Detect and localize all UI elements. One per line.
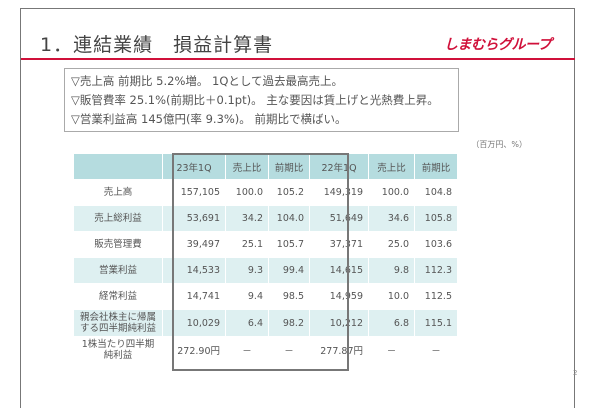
table-row: 売上高 157,105 100.0 105.2 149,319 100.0 104.8: [73, 179, 458, 206]
cell-value: 98.2: [268, 309, 310, 337]
row-label: 経常利益: [73, 283, 163, 310]
cell-value: 105.8: [414, 205, 458, 232]
cell-value: 99.4: [268, 257, 310, 284]
cell-value: 34.6: [368, 205, 415, 232]
slide-frame: [20, 8, 575, 408]
table-row: 1株当たり四半期純利益 272.90円－－ 277.87円－－: [73, 336, 458, 364]
units-label: （百万円、%）: [471, 140, 527, 149]
cell-value: 6.4: [225, 309, 269, 337]
cell-value: 115.1: [414, 309, 458, 337]
table-row: 営業利益 14,533 9.3 99.4 14,615 9.8 112.3: [73, 257, 458, 284]
row-label: 親会社株主に帰属する四半期純利益: [73, 309, 163, 337]
cell-value: 14,533: [162, 257, 226, 284]
cell-value: 10,212: [309, 309, 369, 337]
cell-value: 98.5: [268, 283, 310, 310]
cell-value: 100.0: [225, 179, 269, 206]
cell-value: 25.0: [368, 231, 415, 258]
cell-value: 157,105: [162, 179, 226, 206]
cell-value: 112.3: [414, 257, 458, 284]
cell-value: －: [414, 336, 458, 364]
title-divider: [21, 58, 575, 60]
summary-line: ▽売上高 前期比 5.2%増。 1Qとして過去最高売上。: [71, 74, 344, 88]
summary-line: ▽販管費率 25.1%(前期比＋0.1pt)。 主な要因は賃上げと光熱費上昇。: [71, 93, 439, 107]
row-label: 営業利益: [73, 257, 163, 284]
cell-value: 14,615: [309, 257, 369, 284]
cell-value: 277.87円: [309, 336, 369, 364]
cell-value: 9.8: [368, 257, 415, 284]
page-title: 1．連結業績 損益計算書: [40, 34, 274, 56]
column-header: 前期比: [414, 153, 458, 180]
cell-value: 34.2: [225, 205, 269, 232]
cell-value: 104.0: [268, 205, 310, 232]
cell-value: 10.0: [368, 283, 415, 310]
row-label: 1株当たり四半期純利益: [73, 336, 163, 364]
column-header: 前期比: [268, 153, 310, 180]
cell-value: 272.90円: [162, 336, 226, 364]
cell-value: 14,741: [162, 283, 226, 310]
cell-value: 25.1: [225, 231, 269, 258]
column-header: [73, 153, 163, 180]
table-header-row: 23年1Q 売上比 前期比 22年1Q 売上比 前期比: [73, 153, 458, 180]
cell-value: 112.5: [414, 283, 458, 310]
cell-value: 10,029: [162, 309, 226, 337]
income-statement-table: 23年1Q 売上比 前期比 22年1Q 売上比 前期比 売上高 157,105 100.0 10…: [73, 153, 458, 364]
column-header: 22年1Q: [309, 153, 369, 180]
cell-value: 9.4: [225, 283, 269, 310]
cell-value: －: [268, 336, 310, 364]
cell-value: 105.2: [268, 179, 310, 206]
table-row: 販売管理費 39,497 25.1 105.7 37,371 25.0 103.6: [73, 231, 458, 258]
column-header: 23年1Q: [162, 153, 226, 180]
row-label: 売上総利益: [73, 205, 163, 232]
cell-value: 103.6: [414, 231, 458, 258]
cell-value: －: [368, 336, 415, 364]
cell-value: 149,319: [309, 179, 369, 206]
column-header: 売上比: [368, 153, 415, 180]
table-row: 経常利益 14,741 9.4 98.5 14,959 10.0 112.5: [73, 283, 458, 310]
summary-box: ▽売上高 前期比 5.2%増。 1Qとして過去最高売上。 ▽販管費率 25.1%…: [64, 68, 459, 132]
cell-value: 104.8: [414, 179, 458, 206]
cell-value: 100.0: [368, 179, 415, 206]
cell-value: 37,371: [309, 231, 369, 258]
brand-logo: しまむらグループ: [444, 37, 552, 53]
cell-value: 6.8: [368, 309, 415, 337]
row-label: 売上高: [73, 179, 163, 206]
page-number: 2: [573, 369, 578, 377]
cell-value: 51,649: [309, 205, 369, 232]
cell-value: 9.3: [225, 257, 269, 284]
cell-value: －: [225, 336, 269, 364]
table-row: 親会社株主に帰属する四半期純利益 10,029 6.4 98.2 10,212 6.8 11…: [73, 309, 458, 337]
table-row: 売上総利益 53,691 34.2 104.0 51,649 34.6 105.8: [73, 205, 458, 232]
row-label: 販売管理費: [73, 231, 163, 258]
cell-value: 14,959: [309, 283, 369, 310]
cell-value: 105.7: [268, 231, 310, 258]
summary-line: ▽営業利益高 145億円(率 9.3%)。 前期比で横ばい。: [71, 112, 347, 126]
column-header: 売上比: [225, 153, 269, 180]
cell-value: 53,691: [162, 205, 226, 232]
cell-value: 39,497: [162, 231, 226, 258]
